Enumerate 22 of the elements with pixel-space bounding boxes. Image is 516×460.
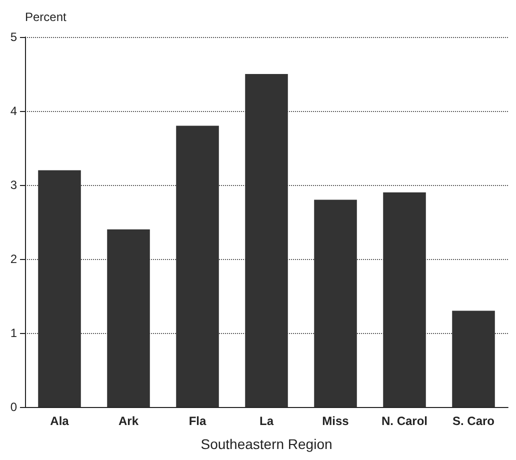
bar [107,229,150,407]
x-tick-label: Ark [118,414,139,428]
y-tick-label: 1 [10,326,18,340]
y-tick-label: 3 [10,178,18,192]
bar [245,74,288,407]
bar [38,170,81,407]
bar [176,126,219,407]
bar [314,200,357,407]
y-axis-title: Percent [25,10,68,24]
x-tick-label: N. Carol [381,414,428,428]
x-tick-label: Miss [322,414,350,428]
bar [383,192,426,407]
y-tick-label: 2 [10,252,18,266]
y-tick-label: 4 [10,104,18,118]
bar [452,310,495,407]
y-tick-label: 5 [10,30,18,44]
x-tick-label: La [259,414,274,428]
x-axis-title: Southeastern Region [200,436,332,452]
y-tick-label: 0 [10,400,18,414]
x-tick-label: Fla [188,414,206,428]
x-tick-label: Ala [50,414,70,428]
x-tick-label: S. Caro [452,414,495,428]
